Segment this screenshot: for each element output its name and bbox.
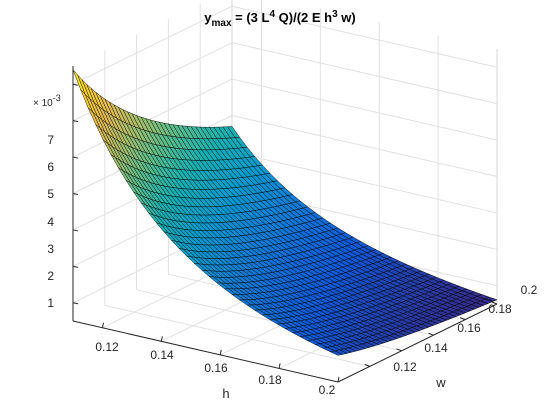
surface-plot <box>72 69 498 356</box>
z-exponent: × 10-3 <box>33 93 61 109</box>
y-tick-0.12: 0.12 <box>393 360 417 374</box>
h-tick-mark <box>101 322 104 328</box>
h-axis-line <box>72 320 339 383</box>
z-ticks: 1 2 3 4 5 6 7 <box>47 133 54 310</box>
w-tick-mark <box>364 363 370 367</box>
w-tick-mark <box>428 332 434 336</box>
chart-title: ymax = (3 L4 Q)/(2 E h3 w) <box>204 9 355 29</box>
title-part-1: max <box>212 18 232 29</box>
grid-line <box>231 78 498 141</box>
y-tick-0.2: 0.2 <box>521 283 538 297</box>
w-tick-mark <box>396 348 402 352</box>
x-tick-0.2: 0.2 <box>319 383 336 397</box>
x-axis-label: h <box>222 386 229 401</box>
z-tick-mark <box>72 302 79 305</box>
grid-line <box>231 42 498 105</box>
y-tick-0.14: 0.14 <box>424 341 448 355</box>
w-axis-line <box>337 303 498 383</box>
z-tick-mark <box>72 229 79 232</box>
z-tick-mark <box>72 265 79 268</box>
grid-line <box>231 151 498 214</box>
h-tick-mark <box>160 336 163 342</box>
z-tick-mark <box>72 120 79 123</box>
z-exponent-base: × 10 <box>33 98 53 109</box>
grid-line <box>231 5 498 68</box>
x-tick-0.14: 0.14 <box>150 348 174 362</box>
z-tick-mark <box>72 193 79 195</box>
w-tick-mark <box>460 317 466 321</box>
h-tick-mark <box>278 363 281 369</box>
z-tick-mark <box>72 156 79 159</box>
x-tick-0.12: 0.12 <box>95 340 119 354</box>
w-tick-mark <box>491 301 498 305</box>
z-tick-4: 4 <box>47 215 54 229</box>
y-ticks: 0.12 0.14 0.16 0.18 0.2 <box>393 283 537 374</box>
title-part-0: y <box>204 10 212 25</box>
axis-lines <box>72 66 498 383</box>
title-part-2: = (3 L <box>232 10 270 25</box>
z-tick-2: 2 <box>47 269 54 283</box>
title-part-3: 4 <box>269 9 275 20</box>
z-exponent-power: -3 <box>53 93 61 103</box>
grid-line <box>72 5 233 85</box>
title-part-5: 3 <box>332 9 338 20</box>
title-part-4: Q)/(2 E h <box>275 10 332 25</box>
z-tick-6: 6 <box>47 160 54 174</box>
z-tick-3: 3 <box>47 242 54 256</box>
h-tick-mark <box>337 376 340 383</box>
z-tick-5: 5 <box>47 187 54 201</box>
x-ticks: 0.12 0.14 0.16 0.18 0.2 <box>95 340 335 397</box>
grid-line <box>104 304 370 367</box>
z-tick-mark <box>72 83 79 86</box>
title-part-6: w) <box>338 10 356 25</box>
grid-line <box>231 115 498 177</box>
z-tick-1: 1 <box>47 296 54 310</box>
h-tick-mark <box>219 349 222 355</box>
z-tick-7: 7 <box>47 133 54 147</box>
y-axis-label: w <box>435 375 446 390</box>
y-tick-0.18: 0.18 <box>488 302 512 316</box>
x-tick-0.18: 0.18 <box>258 373 282 387</box>
surface-facet <box>329 350 344 356</box>
grid-line <box>72 78 233 158</box>
x-tick-0.16: 0.16 <box>204 361 228 375</box>
y-tick-0.16: 0.16 <box>457 321 481 335</box>
